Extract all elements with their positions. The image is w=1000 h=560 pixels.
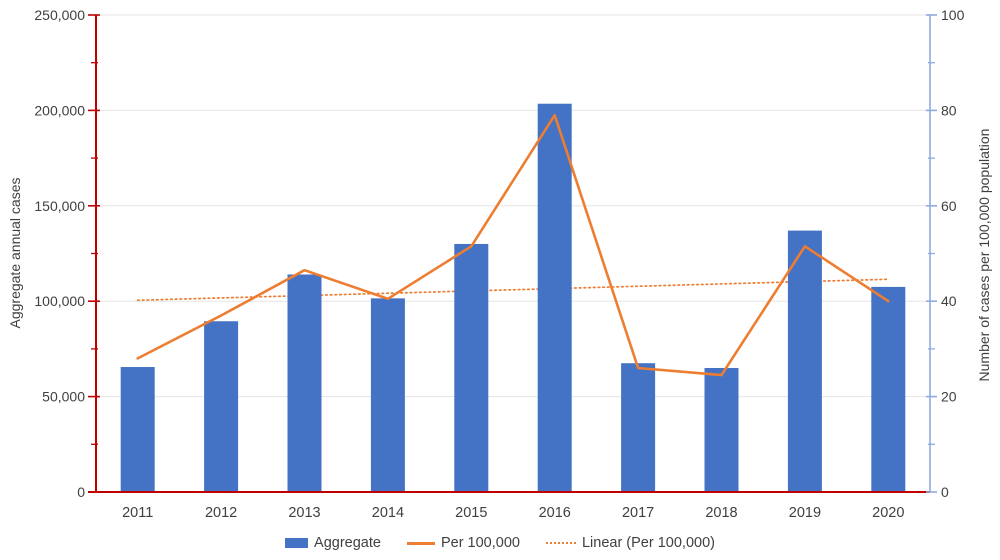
bar-2017 xyxy=(621,363,656,492)
x-axis-label-2012: 2012 xyxy=(205,505,237,521)
left-axis-title: Aggregate annual cases xyxy=(7,177,23,329)
legend-label-aggregate: Aggregate xyxy=(314,535,381,551)
right-axis-title: Number of cases per 100,000 population xyxy=(976,128,992,382)
per-100000-line xyxy=(136,113,890,377)
right-axis-tick-label: 20 xyxy=(941,389,957,405)
legend-label-per-100000: Per 100,000 xyxy=(440,535,520,551)
bar-2012 xyxy=(204,321,239,492)
x-axis-label-2020: 2020 xyxy=(872,505,904,521)
bar-2018 xyxy=(704,367,739,492)
legend-item-per-100000: Per 100,000 xyxy=(406,535,520,551)
right-axis-tick-label: 60 xyxy=(941,198,957,214)
bar-2020 xyxy=(871,286,906,492)
bar-2015 xyxy=(454,243,489,492)
legend-swatch-dotted-line-icon xyxy=(545,542,576,544)
legend-label-linear: Linear (Per 100,000) xyxy=(581,535,715,551)
left-axis-tick-label: 0 xyxy=(77,484,85,500)
x-axis-label-2014: 2014 xyxy=(372,505,404,521)
left-axis-tick-label: 100,000 xyxy=(34,293,85,309)
left-axis-tick-label: 150,000 xyxy=(34,198,85,214)
right-axis-tick-label: 80 xyxy=(941,102,957,118)
bar-2019 xyxy=(787,230,822,492)
bar-2016 xyxy=(537,103,572,493)
legend-swatch-line-icon xyxy=(406,541,435,545)
x-axis-label-2013: 2013 xyxy=(288,505,320,521)
right-axis-tick-label: 40 xyxy=(941,293,957,309)
legend-swatch-bar-icon xyxy=(285,538,309,548)
bar-2014 xyxy=(370,298,405,492)
x-axis-label-2017: 2017 xyxy=(622,505,654,521)
x-axis-label-2015: 2015 xyxy=(455,505,487,521)
x-axis-label-2016: 2016 xyxy=(539,505,571,521)
left-axis-tick-label: 50,000 xyxy=(42,389,85,405)
x-axis-label-2018: 2018 xyxy=(705,505,737,521)
x-axis-label-2011: 2011 xyxy=(122,505,153,521)
legend-item-linear-trendline: Linear (Per 100,000) xyxy=(545,535,715,551)
x-axis-label-2019: 2019 xyxy=(789,505,821,521)
legend-item-aggregate: Aggregate xyxy=(285,535,381,551)
bar-2013 xyxy=(287,274,322,492)
left-axis-tick-label: 200,000 xyxy=(34,102,85,118)
legend: Aggregate Per 100,000 Linear (Per 100,00… xyxy=(0,535,1000,551)
right-axis-tick-label: 0 xyxy=(941,484,949,500)
linear-trendline xyxy=(136,278,890,302)
right-axis-tick-label: 100 xyxy=(941,7,965,23)
bar-2011 xyxy=(120,367,155,492)
left-axis-tick-label: 250,000 xyxy=(34,7,85,23)
